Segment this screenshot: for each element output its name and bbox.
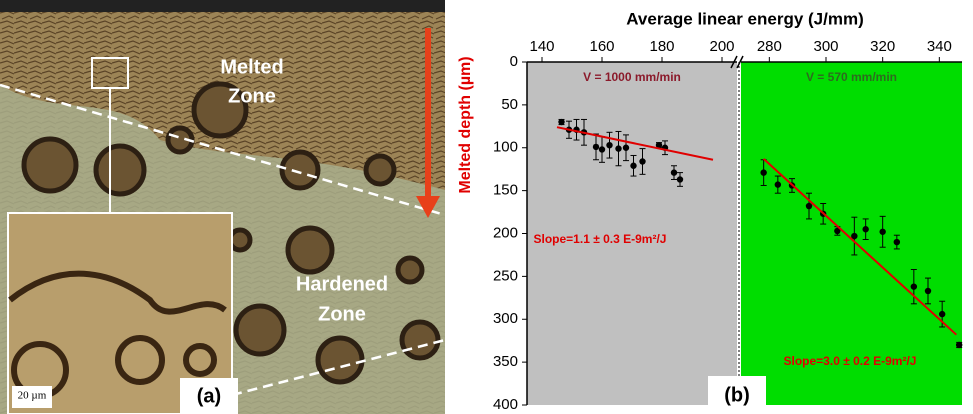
point [879, 228, 886, 235]
point [558, 118, 565, 126]
y-tick-label: 300 [493, 310, 518, 327]
y-tick-label: 400 [493, 396, 518, 413]
y-axis-label: Melted depth (µm) [457, 56, 474, 193]
zone-label: Melted [220, 56, 283, 78]
point [910, 283, 918, 290]
point [639, 158, 646, 165]
point [805, 202, 813, 210]
point [938, 310, 946, 318]
label-box [180, 378, 238, 414]
x-tick-label: 300 [813, 38, 838, 55]
break-mark [730, 55, 744, 69]
boundary [231, 338, 446, 397]
x-tick-label: 280 [757, 38, 782, 55]
micrograph: Melted Zone Hardened Zone 20 µm (a) [0, 0, 446, 414]
point [862, 226, 869, 233]
point [615, 145, 622, 152]
scale-bar: 20 µm [18, 390, 47, 402]
chart-title: Average linear energy (J/mm) [626, 9, 863, 28]
zone-label: Zone [228, 85, 276, 107]
point [760, 169, 767, 176]
x-tick-label: 140 [529, 38, 554, 55]
surface [0, 0, 445, 12]
x-tick-label: 160 [589, 38, 614, 55]
y-tick-label: 200 [493, 224, 518, 241]
zone-label: Hardened [296, 273, 388, 295]
point [924, 287, 932, 295]
label-box [708, 376, 766, 412]
point [630, 162, 637, 169]
point [670, 169, 678, 176]
y-tick-label: 150 [493, 182, 518, 199]
fit-line [556, 126, 714, 161]
x-tick-label: 340 [927, 38, 952, 55]
y-tick-label: 50 [501, 96, 518, 113]
point [655, 141, 663, 149]
y-tick-label: 100 [493, 139, 518, 156]
point [774, 181, 782, 188]
point [606, 141, 613, 149]
boundary [0, 83, 446, 217]
nodules [21, 81, 441, 385]
point [622, 144, 630, 151]
point [851, 232, 858, 240]
point [598, 146, 606, 153]
point [834, 227, 841, 235]
x-tick-label: 320 [870, 38, 895, 55]
x-tick-label: 180 [649, 38, 674, 55]
slope-label: Slope=3.0 ± 0.2 E-9m²/J [784, 354, 917, 368]
x-tick-label: 200 [709, 38, 734, 55]
y-tick-label: 250 [493, 267, 518, 284]
panel-label: (a) [197, 385, 221, 407]
annotation: V = 1000 mm/min [583, 70, 681, 84]
point [592, 143, 600, 151]
y-tick-label: 350 [493, 353, 518, 370]
slope-label: Slope=1.1 ± 0.3 E-9m²/J [534, 232, 667, 246]
y-tick-label: 0 [510, 53, 518, 70]
point [955, 341, 963, 349]
point [676, 176, 684, 183]
fit-line [762, 158, 958, 336]
annotation: V = 570 mm/min [806, 70, 897, 84]
zone-label: Zone [318, 303, 366, 325]
panel-label: (b) [724, 384, 750, 406]
point [893, 238, 901, 246]
depth-arrow-head [416, 196, 440, 218]
scale-box [12, 386, 52, 408]
panel-bg [741, 62, 962, 405]
